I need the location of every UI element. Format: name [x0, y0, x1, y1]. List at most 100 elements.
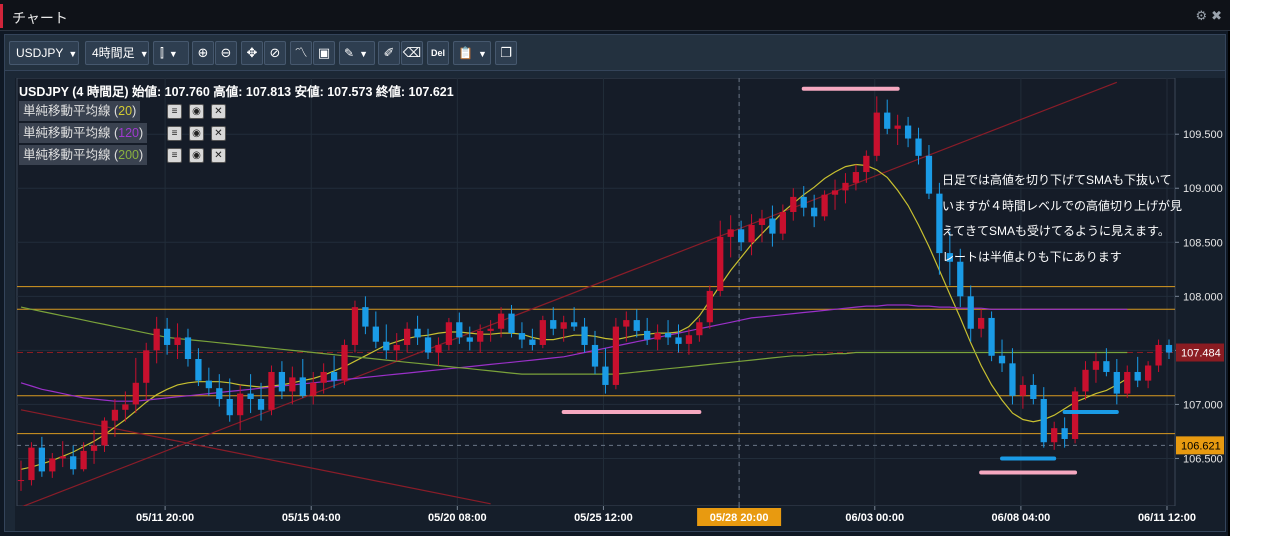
reset-button[interactable]: ⊘	[264, 41, 286, 65]
candle-body	[612, 326, 620, 385]
candlestick-icon: ⫿	[160, 46, 164, 60]
candle-body	[842, 182, 849, 191]
eye-icon[interactable]: ◉	[189, 126, 204, 141]
sma-20-line	[20, 163, 1128, 470]
chart-area[interactable]: 106.500107.000107.500108.000108.500109.0…	[15, 78, 1225, 531]
timeframe-value: 4時間足	[92, 46, 135, 60]
candle-body	[1155, 344, 1162, 366]
sma-label: 単純移動平均線 (120)	[19, 123, 148, 143]
plus-circle-icon: ⊕	[197, 45, 209, 60]
candle-body	[90, 445, 98, 451]
candle-body	[529, 339, 536, 345]
price-label: 106.621	[1181, 440, 1221, 452]
candle-body	[758, 218, 766, 225]
candle-body	[539, 320, 546, 345]
candle-body	[1030, 384, 1037, 399]
candle-body	[383, 341, 390, 351]
candle-body	[195, 359, 202, 381]
candle-body	[1019, 384, 1027, 396]
candle-body	[320, 371, 327, 383]
candle-body	[811, 207, 818, 217]
delete-button[interactable]: Del	[427, 41, 449, 65]
candle-body	[487, 328, 494, 331]
candle-body	[518, 333, 526, 340]
candle-body	[435, 344, 442, 353]
candle-body	[737, 229, 745, 243]
price-label: 107.484	[1181, 348, 1221, 360]
close-icon[interactable]: ✕	[211, 148, 226, 163]
clipboard-button[interactable]: 📋 ▼	[453, 41, 491, 65]
settings-icon[interactable]: ≡	[167, 126, 182, 141]
candle-body	[205, 380, 212, 389]
y-axis-background	[1176, 78, 1225, 506]
candle-body	[779, 212, 786, 234]
candle-body	[38, 447, 46, 472]
timeframe-select[interactable]: 4時間足 ▼	[85, 41, 149, 65]
eye-icon[interactable]: ◉	[189, 104, 204, 119]
candle-body	[1134, 371, 1141, 381]
candle-body	[873, 112, 880, 156]
candle-body	[1009, 363, 1016, 396]
settings-icon[interactable]: ≡	[167, 148, 182, 163]
candle-body	[550, 320, 557, 329]
y-tick-label: 108.000	[1183, 291, 1223, 303]
candle-body	[477, 330, 484, 342]
indicator-button[interactable]: 〽	[290, 41, 312, 65]
candle-body	[967, 296, 974, 329]
candle-body	[456, 322, 463, 338]
highlighter-button[interactable]: ✐	[378, 41, 400, 65]
symbol-select[interactable]: USDJPY ▼	[9, 41, 79, 65]
eye-icon[interactable]: ◉	[189, 148, 204, 163]
chevron-down-icon: ▼	[168, 49, 178, 59]
highlighted-x-label-box	[697, 508, 782, 526]
candle-body	[143, 350, 150, 383]
title-bar: チャート ⚙ ✖	[0, 0, 1230, 31]
zoom-out-button[interactable]: ⊖	[215, 41, 237, 65]
candle-body	[508, 313, 515, 334]
candle-body	[445, 322, 453, 345]
save-button[interactable]: ▣	[313, 41, 335, 65]
candle-body	[1165, 344, 1173, 353]
x-tick-label: 05/25 12:00	[574, 512, 633, 524]
candle-body	[581, 326, 588, 345]
x-tick-label: 06/11 12:00	[1138, 512, 1196, 524]
y-tick-label: 108.500	[1183, 237, 1223, 249]
candle-body	[330, 371, 338, 381]
candle-body	[925, 155, 933, 194]
close-icon[interactable]: ✖	[1211, 8, 1222, 23]
sma-period: 200	[118, 148, 140, 162]
candle-body	[111, 409, 119, 421]
gear-icon[interactable]: ⚙	[1195, 8, 1208, 23]
close-icon[interactable]: ✕	[211, 104, 226, 119]
eraser-button[interactable]: ⌫	[401, 41, 423, 65]
candle-body	[852, 172, 860, 183]
candle-body	[163, 328, 171, 345]
chevron-down-icon: ▼	[68, 49, 78, 59]
candle-body	[946, 253, 953, 262]
chart-type-select[interactable]: ⫿ ▼	[153, 41, 189, 65]
pen-button[interactable]: ✎ ▼	[339, 41, 375, 65]
candle-body	[1082, 369, 1089, 392]
save-icon: ▣	[317, 45, 331, 60]
sma-120-line	[20, 304, 1128, 402]
candle-body	[372, 326, 379, 342]
sma-name: 単純移動平均線	[23, 126, 111, 140]
candle-body	[706, 290, 713, 323]
candle-body	[560, 322, 567, 329]
candle-body	[998, 355, 1006, 364]
candle-body	[1071, 391, 1079, 439]
window-controls: ⚙ ✖	[1191, 8, 1222, 24]
zoom-in-button[interactable]: ⊕	[192, 41, 214, 65]
copy-icon: ❐	[500, 45, 512, 60]
x-axis-background	[15, 506, 1225, 531]
copy-button[interactable]: ❐	[495, 41, 517, 65]
move-button[interactable]: ✥	[241, 41, 263, 65]
sma-paren-open: (	[110, 104, 119, 118]
candle-body	[341, 344, 348, 381]
candle-body	[404, 328, 411, 345]
candle-body	[132, 382, 139, 405]
sma-paren-close: )	[132, 104, 137, 118]
settings-icon[interactable]: ≡	[167, 104, 182, 119]
close-icon[interactable]: ✕	[211, 126, 226, 141]
candle-body	[696, 322, 703, 336]
